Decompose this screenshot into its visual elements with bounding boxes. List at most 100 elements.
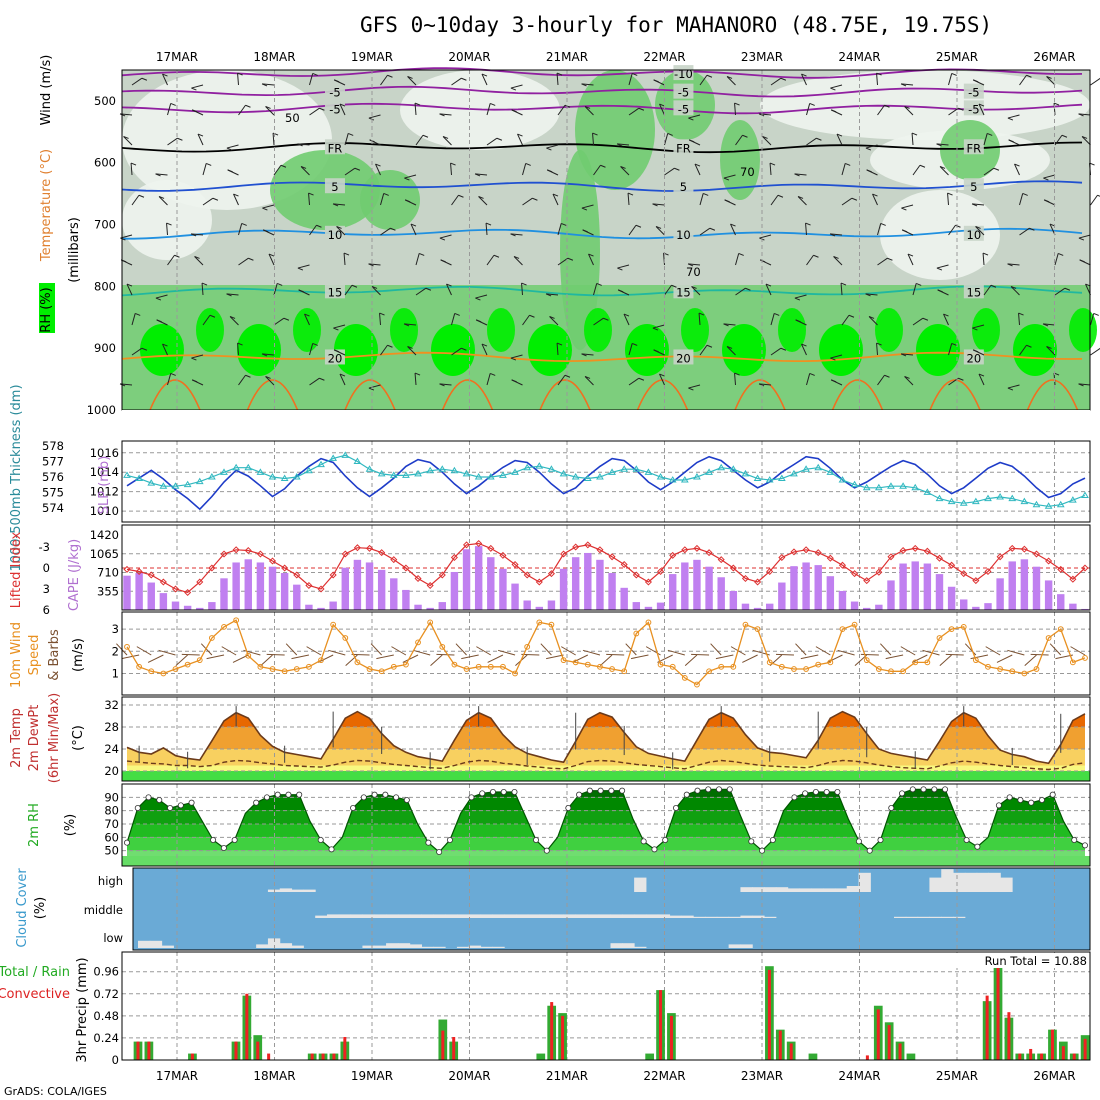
wind-barb [510, 233, 523, 236]
date-label: 21MAR [546, 1069, 588, 1083]
wind-barb [156, 319, 162, 323]
wind-barb [376, 654, 394, 660]
wind-barb [390, 227, 396, 231]
wind-barb [985, 646, 1001, 656]
wind-barb [191, 354, 204, 359]
wind-barb [572, 654, 589, 663]
wind-barb [233, 193, 239, 197]
wind-barb [368, 384, 381, 389]
thickness-point [608, 468, 616, 475]
wind-barb [652, 327, 659, 331]
wind-barb [723, 174, 736, 179]
contour-label-bg [673, 178, 694, 194]
cloud-bar-high [1000, 877, 1013, 892]
cape-bar [523, 600, 531, 610]
wind-barb [919, 164, 926, 168]
cloud-bar-middle [362, 914, 375, 918]
wind-barb [765, 283, 772, 287]
tick-label: 3 [112, 622, 119, 636]
wind-barb [308, 192, 310, 206]
tick-label: 1420 [90, 528, 119, 542]
wind-barb [688, 117, 694, 121]
rain-bar [645, 1053, 655, 1060]
cape-bar [487, 557, 495, 610]
wind-barb [880, 643, 892, 656]
wind-barb [623, 313, 630, 326]
wind-speed-point [172, 666, 179, 672]
wind-barb [632, 342, 638, 346]
wind-barb [155, 294, 168, 299]
wind-barb [762, 136, 772, 146]
rh-point [177, 802, 184, 809]
thickness-point [171, 482, 180, 489]
rh-point [500, 789, 507, 796]
date-label: 22MAR [643, 1069, 685, 1083]
wind-barb [674, 167, 680, 171]
lifted-index-point [220, 550, 228, 558]
wind-barb [481, 343, 488, 347]
cloud-bar-middle [634, 914, 647, 918]
cape-bar [208, 602, 216, 610]
cape-bar [571, 557, 580, 610]
wind-barb [212, 197, 219, 201]
wind-speed-point [681, 675, 688, 681]
rh-saturated-area [625, 324, 669, 376]
thickness-point [1068, 496, 1077, 503]
wind-barb [262, 204, 275, 209]
rh-point [188, 799, 195, 806]
lifted-index-point [535, 578, 543, 586]
cloud-bar-high [764, 887, 777, 892]
wind-barb [734, 102, 736, 116]
cape-bar [171, 601, 180, 610]
rh-band [127, 789, 1085, 798]
wind-barb [1008, 139, 1014, 143]
thickness-point [753, 474, 762, 481]
wind-speed-point [1057, 626, 1064, 632]
tick-label: 710 [97, 566, 119, 580]
wind-barb [131, 347, 143, 356]
cape-bar [377, 569, 386, 610]
rh-point [662, 837, 669, 844]
thickness-point [535, 462, 544, 469]
wind-barb [1007, 384, 1020, 389]
thickness-point [887, 482, 895, 489]
wind-barb [655, 225, 662, 229]
wind-barb [557, 104, 566, 116]
cape-bar [414, 604, 422, 610]
date-label: 21MAR [546, 50, 588, 64]
wind-barb [1090, 194, 1098, 206]
wind-barb [513, 255, 520, 259]
cloud-bar-low [267, 938, 281, 948]
cloud-bar-middle [575, 914, 588, 918]
convective-bar [441, 1030, 445, 1060]
contour-label-bg [324, 178, 345, 194]
wind-barb [1007, 263, 1013, 267]
wind-speed-point [257, 663, 264, 670]
lifted-index-point [620, 560, 628, 569]
wind-speed-point [766, 659, 773, 666]
lifted-index-point [450, 553, 458, 562]
rh-point [124, 839, 131, 846]
thickness-point [790, 469, 798, 477]
wind-barb [368, 117, 375, 121]
wind-speed-point [803, 666, 809, 672]
wind-barb [304, 313, 310, 317]
wind-barb [709, 227, 716, 231]
wind-barb [268, 253, 275, 257]
temp-contour [121, 141, 1083, 154]
wind-barb [130, 162, 133, 176]
wind-barb [699, 193, 704, 206]
wind-barb [202, 197, 214, 206]
cloud-bar-high [988, 872, 1001, 892]
wind-barb [1046, 346, 1056, 356]
wind-barb [155, 297, 162, 301]
rh-point [156, 797, 163, 804]
wind-barb [982, 252, 985, 266]
wind-barb [885, 654, 904, 660]
wind-barb [277, 282, 283, 286]
wind-barb [948, 343, 953, 356]
wind-barb [759, 383, 772, 386]
wind-barb [723, 177, 730, 181]
date-label: 24MAR [838, 50, 880, 64]
lifted-index-point [875, 568, 883, 576]
